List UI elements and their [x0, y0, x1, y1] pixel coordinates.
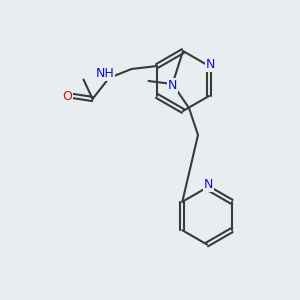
Text: N: N [206, 58, 215, 71]
Text: O: O [63, 89, 73, 103]
Text: NH: NH [96, 67, 115, 80]
Text: N: N [204, 178, 213, 191]
Text: N: N [168, 79, 177, 92]
